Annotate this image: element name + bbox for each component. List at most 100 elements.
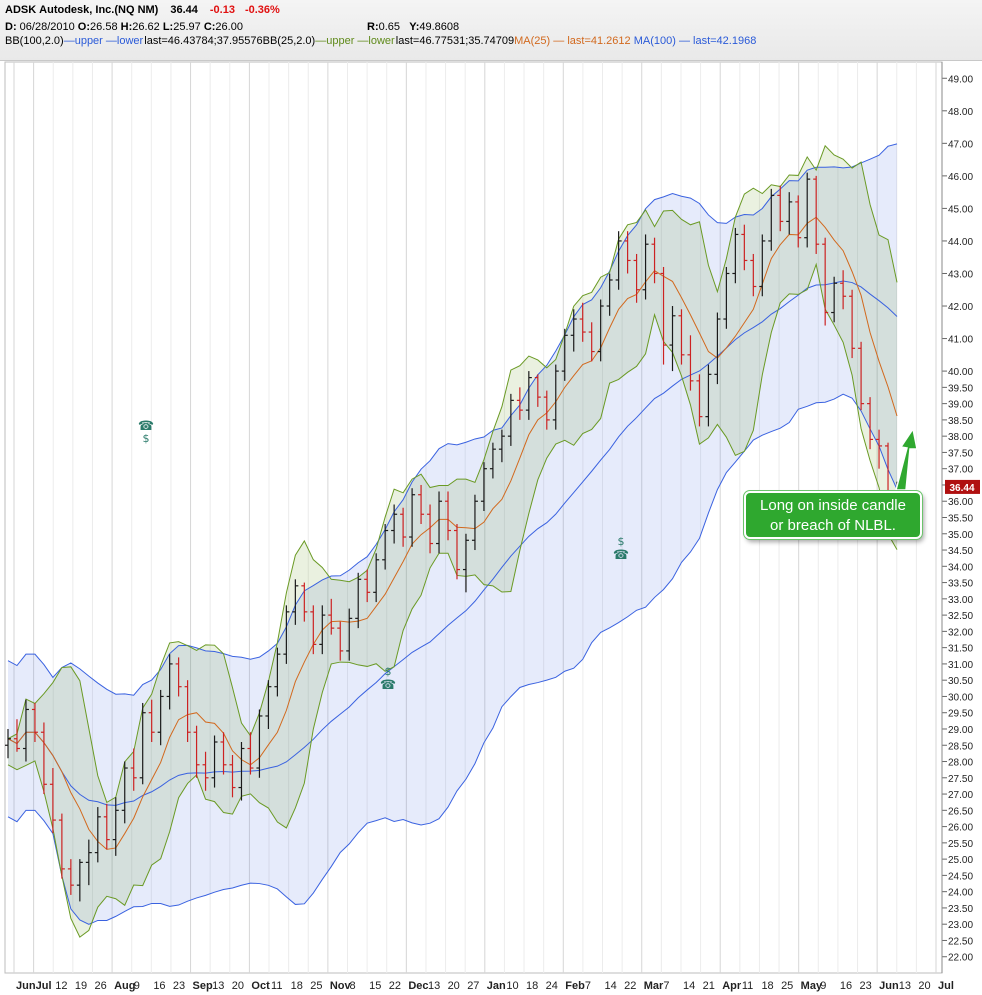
ohlc-bar [471, 494, 478, 551]
x-tick-label: Jun [879, 980, 899, 992]
y-label: Y: [409, 21, 420, 33]
ohlc-bars [5, 172, 900, 902]
ohlc-bar [400, 507, 407, 547]
x-tick-label: 9 [134, 980, 140, 992]
x-tick-label: 7 [585, 980, 591, 992]
ohlc-bar [31, 702, 38, 742]
ohlc-bar [265, 680, 272, 729]
ohlc-bar [310, 605, 317, 655]
high-value: 26.62 [132, 21, 160, 33]
y-tick-label: 27.00 [948, 790, 973, 801]
close-value: 26.00 [215, 21, 243, 33]
x-tick-label: Oct [251, 980, 270, 992]
x-tick-label: 20 [232, 980, 244, 992]
ohlc-bar [346, 608, 353, 661]
x-tick-label: Dec [408, 980, 428, 992]
ohlc-bar [364, 569, 371, 603]
y-tick-label: 43.00 [948, 269, 973, 280]
date-label: D: [5, 21, 17, 33]
earnings-marker-3[interactable]: $ ☎ [613, 535, 629, 563]
ohlc-bar [750, 253, 757, 297]
ohlc-bar [418, 484, 425, 525]
y-tick-label: 41.00 [948, 335, 973, 346]
last-value-tag: 36.44 [945, 479, 980, 494]
x-tick-label: 18 [761, 980, 773, 992]
y-tick-label: 39.00 [948, 400, 973, 411]
ohlc-bar [786, 192, 793, 235]
y-tick-label: 46.00 [948, 172, 973, 183]
ohlc-bar [822, 237, 829, 326]
ohlc-bar [292, 579, 299, 625]
x-tick-label: 24 [546, 980, 558, 992]
y-tick-label: 33.00 [948, 595, 973, 606]
ohlc-bar [409, 488, 416, 547]
ohlc-bar [175, 657, 182, 697]
ohlc-bar [40, 722, 47, 795]
ma100-line [7, 280, 898, 806]
x-tick-label: Feb [565, 980, 585, 992]
y-tick-label: 26.50 [948, 806, 973, 817]
ohlc-bar [813, 175, 820, 254]
y-tick-label: 36.00 [948, 497, 973, 508]
ohlc-bar [220, 732, 227, 775]
x-tick-label: 16 [840, 980, 852, 992]
x-tick-label: Jan [487, 980, 506, 992]
ohlc-bar [247, 732, 254, 775]
y-tick-label: 35.50 [948, 514, 973, 525]
ohlc-bar [453, 524, 460, 580]
bb25-upper-line [7, 144, 898, 804]
x-tick-label: Apr [722, 980, 742, 992]
x-tick-label: Sep [193, 980, 213, 992]
bb100-upper-line [7, 143, 898, 696]
ohlc-bar [552, 364, 559, 430]
ohlc-bar [840, 270, 847, 310]
x-tick-label: 8 [349, 980, 355, 992]
bb100-lower-line [7, 393, 898, 925]
cursor-readout: R:0.65 Y:49.8608 [367, 21, 459, 33]
y-tick-label: 38.00 [948, 432, 973, 443]
ohlc-bar [436, 491, 443, 554]
ticker-symbol: ADSK [5, 4, 37, 16]
low-value: 25.97 [173, 21, 201, 33]
ma25-label: MA(25) — last=41.2612 [514, 35, 631, 47]
ohlc-bar [373, 553, 380, 603]
x-tick-label: 11 [742, 980, 753, 992]
bb25-fill [8, 145, 897, 938]
trade-note-callout: Long on inside candle or breach of NLBL. [744, 491, 922, 539]
ohlc-bar [13, 719, 20, 752]
y-tick-label: 44.00 [948, 237, 973, 248]
ohlc-bar [489, 442, 496, 479]
ohlc-bar [301, 582, 308, 622]
ohlc-bar [427, 504, 434, 554]
r-value: 0.65 [378, 21, 401, 33]
ohlc-bar [112, 797, 119, 856]
ohlc-bar [795, 195, 802, 248]
ohlc-bar [777, 185, 784, 232]
open-value: 26.58 [90, 21, 118, 33]
ohlc-bar [166, 654, 173, 710]
ohlc-bar [22, 699, 29, 762]
earnings-marker-2[interactable]: $ ☎ [380, 665, 396, 693]
x-tick-label: 26 [94, 980, 106, 992]
earnings-marker-1[interactable]: ☎ $ [138, 419, 154, 445]
y-tick-label: 23.50 [948, 904, 973, 915]
price-axis: 22.00 22.50 23.00 23.50 24.00 24.50 25.00 25.50… [941, 62, 973, 973]
company-name: Autodesk, Inc.(NQ NM) [39, 4, 159, 16]
x-tick-label: Mar [644, 980, 664, 992]
y-tick-label: 30.00 [948, 692, 973, 703]
ohlc-bar [121, 761, 128, 824]
y-tick-label: 47.00 [948, 139, 973, 150]
y-tick-label: 31.50 [948, 644, 973, 655]
ohlc-bar [633, 253, 640, 303]
ohlc-bar [328, 598, 335, 635]
header-indicator-line: BB(100,2.0)—upper —lower last=46.43784;3… [5, 35, 756, 47]
y-tick-label: 37.00 [948, 465, 973, 476]
callout-arrow [895, 427, 918, 491]
open-label: O: [77, 21, 91, 33]
ohlc-bar [849, 289, 856, 359]
ohlc-bar [732, 227, 739, 284]
ohlc-bar [624, 231, 631, 274]
y-tick-label: 33.50 [948, 579, 973, 590]
ohlc-bar [229, 755, 236, 798]
